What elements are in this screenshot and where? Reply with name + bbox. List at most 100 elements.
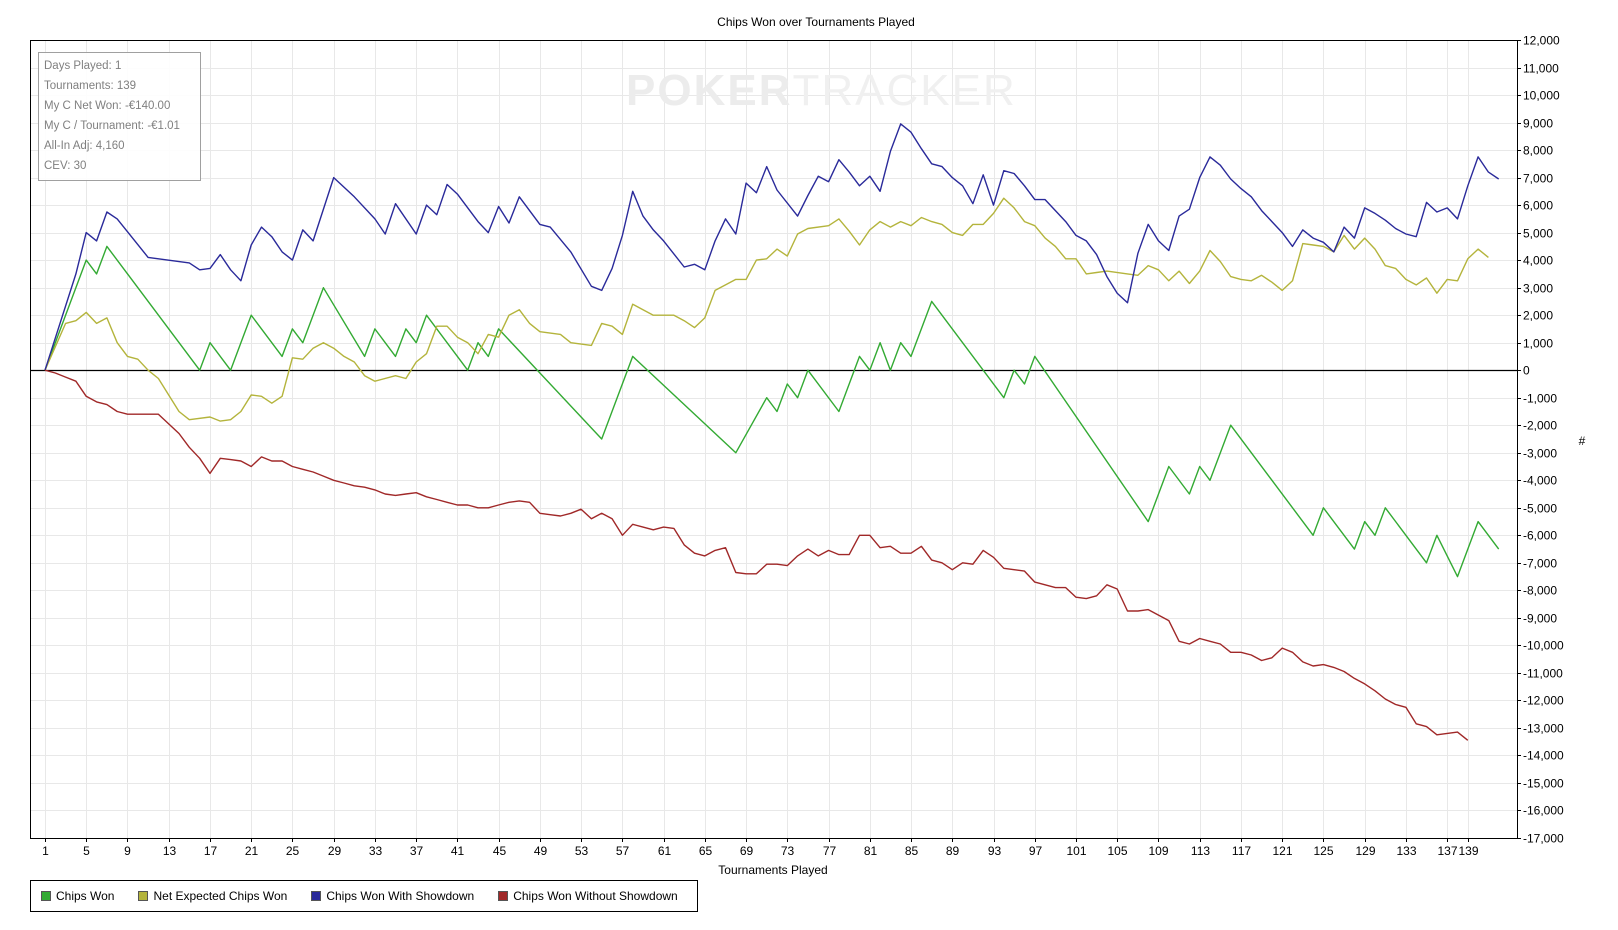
x-tick-label: 17 bbox=[204, 844, 218, 858]
chart-legend: Chips Won Net Expected Chips Won Chips W… bbox=[30, 880, 698, 912]
pokertracker-watermark-logo: POKERTRACKER bbox=[626, 66, 1017, 115]
x-tick-label: 73 bbox=[781, 844, 795, 858]
y-tick-label: -4,000 bbox=[1523, 474, 1557, 488]
y-tick-label: -3,000 bbox=[1523, 447, 1557, 461]
series-line-net-expected-chips-won bbox=[44, 197, 1489, 422]
x-tick-label: 97 bbox=[1029, 844, 1043, 858]
legend-label: Chips Won Without Showdown bbox=[513, 889, 678, 903]
x-tick-label: 117 bbox=[1232, 844, 1251, 858]
x-tick-label: 101 bbox=[1066, 844, 1086, 858]
legend-swatch bbox=[41, 891, 51, 901]
y-tick-label: -11,000 bbox=[1523, 667, 1563, 681]
x-tick-label: 37 bbox=[410, 844, 424, 858]
legend-item-with-showdown[interactable]: Chips Won With Showdown bbox=[311, 889, 474, 903]
y-tick-label: 0 bbox=[1523, 364, 1530, 378]
x-tick-label: 41 bbox=[451, 844, 465, 858]
y-tick-label: 11,000 bbox=[1523, 62, 1559, 76]
x-axis-label: Tournaments Played bbox=[718, 863, 827, 877]
legend-label: Chips Won With Showdown bbox=[326, 889, 475, 903]
x-tick-label: 69 bbox=[740, 844, 754, 858]
y-tick-label: -16,000 bbox=[1523, 804, 1564, 818]
y-tick-label: -5,000 bbox=[1523, 502, 1557, 516]
y-tick-label: 9,000 bbox=[1523, 117, 1553, 131]
legend-swatch bbox=[498, 891, 509, 901]
x-tick-label: 81 bbox=[864, 844, 878, 858]
x-tick-label: 77 bbox=[823, 844, 837, 858]
x-tick-label: 13 bbox=[163, 844, 177, 858]
grid bbox=[30, 40, 1517, 839]
y-tick-label: 5,000 bbox=[1523, 227, 1553, 241]
x-tick-label: 125 bbox=[1313, 844, 1333, 858]
stat-tournaments: Tournaments: 139 bbox=[44, 80, 137, 92]
stat-net-won: My C Net Won: -€140.00 bbox=[44, 100, 171, 112]
y-axis-label: # bbox=[1579, 434, 1586, 448]
y-tick-label: 10,000 bbox=[1523, 89, 1560, 103]
y-tick-label: -13,000 bbox=[1523, 722, 1564, 736]
y-tick-label: 7,000 bbox=[1523, 172, 1553, 186]
x-tick-label: 33 bbox=[369, 844, 383, 858]
y-tick-label: -17,000 bbox=[1523, 832, 1564, 846]
x-tick-label: 29 bbox=[328, 844, 342, 858]
x-tick-label: 89 bbox=[946, 844, 960, 858]
y-tick-label: 2,000 bbox=[1523, 309, 1553, 323]
legend-label: Net Expected Chips Won bbox=[153, 889, 288, 903]
x-tick-label: 25 bbox=[286, 844, 300, 858]
x-tick-label: 133 bbox=[1396, 844, 1416, 858]
y-tick-label: -7,000 bbox=[1523, 557, 1557, 571]
x-tick-label: 45 bbox=[493, 844, 507, 858]
legend-item-chips-won[interactable]: Chips Won bbox=[41, 889, 114, 903]
y-tick-label: -1,000 bbox=[1523, 392, 1557, 406]
y-tick-label: -9,000 bbox=[1523, 612, 1557, 626]
x-tick-label: 57 bbox=[616, 844, 630, 858]
y-tick-label: -2,000 bbox=[1523, 419, 1557, 433]
y-tick-label: -12,000 bbox=[1523, 694, 1564, 708]
x-tick-label: 1 bbox=[42, 844, 49, 858]
y-tick-label: -8,000 bbox=[1523, 584, 1557, 598]
x-tick-label: 21 bbox=[245, 844, 259, 858]
y-tick-label: -15,000 bbox=[1523, 777, 1564, 791]
x-axis-ticks: 1 5 9 13 17 21 25 29 33 37 41 45 49 53 57 61 65 69 73 77 81 8… bbox=[42, 838, 1479, 858]
stat-per-tournament: My C / Tournament: -€1.01 bbox=[44, 120, 180, 132]
x-tick-label: 49 bbox=[534, 844, 548, 858]
y-tick-label: -6,000 bbox=[1523, 529, 1557, 543]
y-tick-label: 8,000 bbox=[1523, 144, 1553, 158]
stat-cev: CEV: 30 bbox=[44, 160, 87, 172]
y-tick-label: -10,000 bbox=[1523, 639, 1564, 653]
y-tick-label: -14,000 bbox=[1523, 749, 1564, 763]
plot-area-border bbox=[30, 40, 1518, 839]
y-tick-label: 12,000 bbox=[1523, 34, 1560, 48]
series-line-chips-won-with-showdown bbox=[44, 123, 1500, 371]
y-axis-ticks: 12,000 11,000 10,000 9,000 8,000 7,000 6,000 5,… bbox=[1517, 34, 1564, 846]
x-tick-label: 53 bbox=[575, 844, 589, 858]
stats-summary-box: Days Played: 1 Tournaments: 139 My C Net… bbox=[38, 52, 201, 181]
legend-item-without-showdown[interactable]: Chips Won Without Showdown bbox=[498, 889, 678, 903]
x-tick-label: 5 bbox=[83, 844, 90, 858]
x-tick-label: 105 bbox=[1107, 844, 1127, 858]
x-tick-label: 93 bbox=[988, 844, 1002, 858]
chart-title: Chips Won over Tournaments Played bbox=[717, 15, 915, 29]
series-line-chips-won bbox=[44, 245, 1500, 578]
x-tick-label: 129 bbox=[1355, 844, 1375, 858]
x-tick-label: 137 bbox=[1437, 844, 1457, 858]
stat-days-played: Days Played: 1 bbox=[44, 60, 122, 72]
stat-allin-adj: All-In Adj: 4,160 bbox=[44, 140, 125, 152]
x-tick-label: 121 bbox=[1272, 844, 1292, 858]
x-tick-label: 109 bbox=[1148, 844, 1168, 858]
x-tick-label: 61 bbox=[658, 844, 672, 858]
x-tick-label: 9 bbox=[124, 844, 131, 858]
y-tick-label: 4,000 bbox=[1523, 254, 1553, 268]
x-tick-label: 65 bbox=[699, 844, 713, 858]
y-tick-label: 1,000 bbox=[1523, 337, 1553, 351]
x-tick-label: 113 bbox=[1191, 844, 1210, 858]
series-line-chips-won-without-showdown bbox=[44, 369, 1469, 741]
legend-swatch bbox=[138, 891, 149, 901]
y-tick-label: 3,000 bbox=[1523, 282, 1553, 296]
y-tick-label: 6,000 bbox=[1523, 199, 1553, 213]
x-tick-label: 85 bbox=[905, 844, 919, 858]
legend-swatch bbox=[311, 891, 322, 901]
legend-item-net-expected[interactable]: Net Expected Chips Won bbox=[138, 889, 287, 903]
series-lines bbox=[44, 123, 1500, 741]
x-tick-label: 139 bbox=[1458, 844, 1478, 858]
legend-label: Chips Won bbox=[56, 889, 115, 903]
